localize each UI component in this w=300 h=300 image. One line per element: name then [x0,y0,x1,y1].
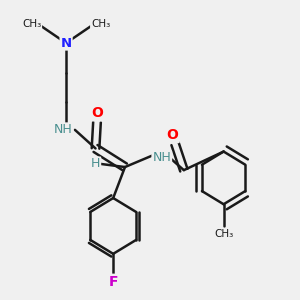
Text: NH: NH [54,123,73,136]
Text: H: H [91,158,100,170]
Text: CH₃: CH₃ [214,229,233,239]
Text: O: O [167,128,178,142]
Text: N: N [61,37,72,50]
Text: NH: NH [152,151,171,164]
Text: CH₃: CH₃ [91,20,110,29]
Text: O: O [92,106,103,120]
Text: CH₃: CH₃ [22,20,41,29]
Text: F: F [108,275,118,289]
